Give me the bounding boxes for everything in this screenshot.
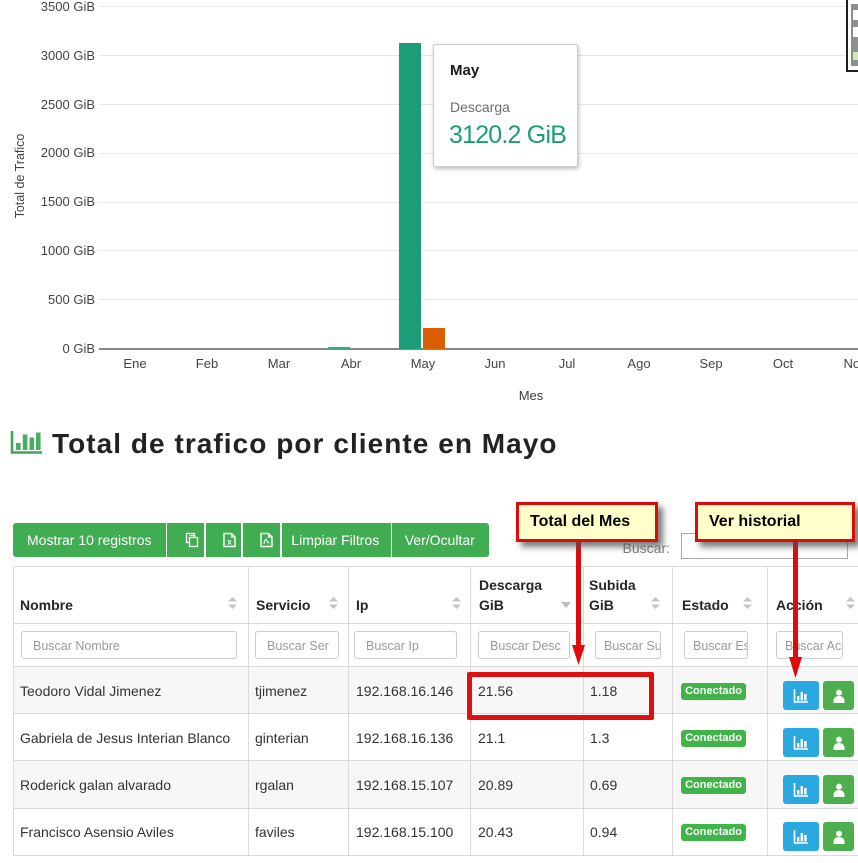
svg-text:x: x <box>227 538 232 547</box>
